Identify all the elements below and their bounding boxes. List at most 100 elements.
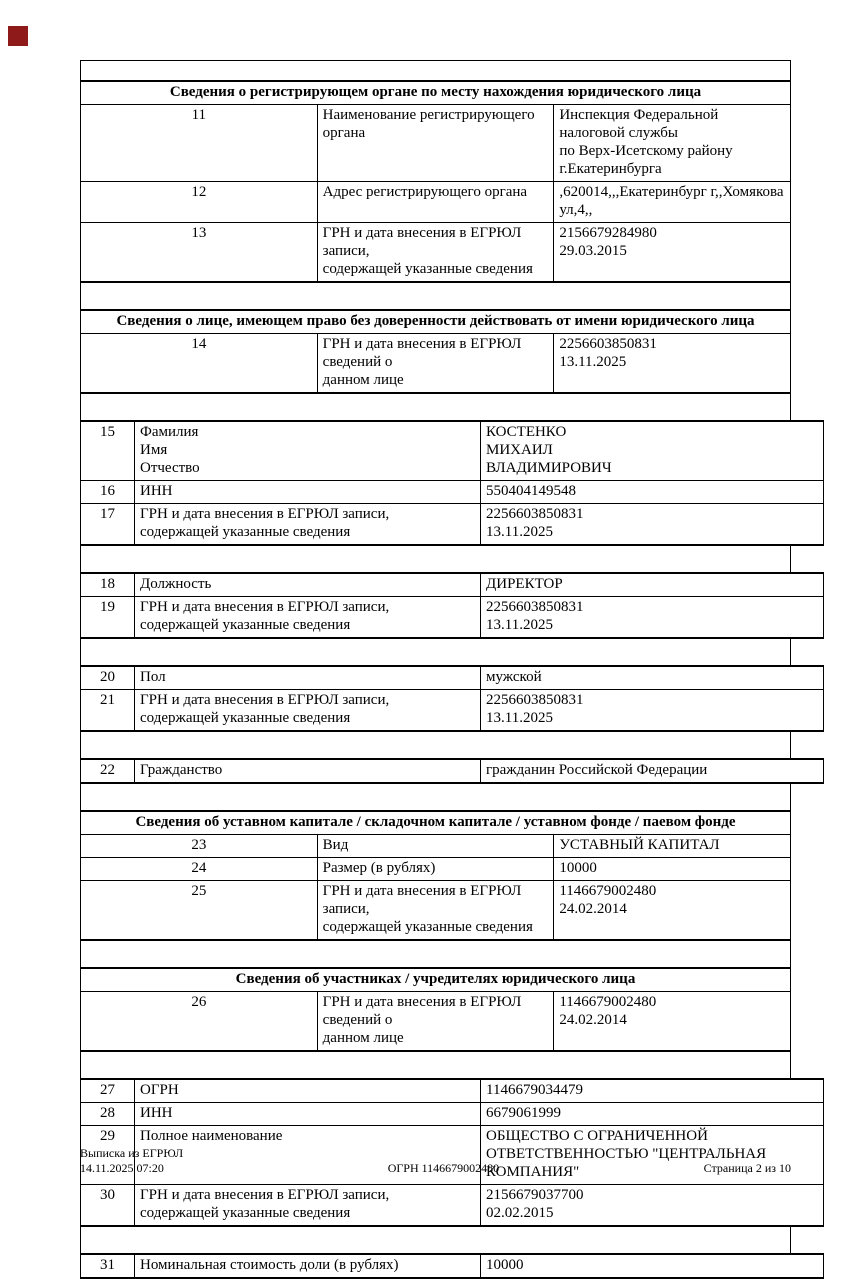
row-value-cell: ОБЩЕСТВО С ОГРАНИЧЕННОЙ ОТВЕТСТВЕННОСТЬЮ… (480, 1125, 824, 1185)
row-value-cell: 2256603850831 13.11.2025 (553, 333, 791, 394)
table-row: 15 Фамилия Имя Отчество КОСТЕНКО МИХАИЛ ВЛ… (80, 420, 824, 481)
table-spacer (80, 732, 791, 758)
row-number-cell: 23 (80, 834, 318, 858)
table-row: 23 Вид УСТАВНЫЙ КАПИТАЛ (80, 834, 791, 858)
table-spacer (80, 639, 791, 665)
table-block: Сведения об участниках / учредителях юри… (80, 967, 791, 1052)
row-number-cell: 14 (80, 333, 318, 394)
row-value-cell: гражданин Российской Федерации (480, 758, 824, 784)
table-block: 31 Номинальная стоимость доли (в рублях) 1… (80, 1253, 824, 1279)
table-block: 20 Пол мужской 21 ГРН и дата внесения в ЕГРЮ… (80, 665, 824, 732)
table-row: 31 Номинальная стоимость доли (в рублях) 1… (80, 1253, 824, 1279)
table-row: 22 Гражданство гражданин Российской Федера… (80, 758, 824, 784)
row-number-cell: 30 (80, 1184, 135, 1227)
row-number-cell: 26 (80, 991, 318, 1052)
row-label-cell: Адрес регистрирующего органа (316, 181, 555, 223)
table-row: 11 Наименование регистрирующего органа Инс… (80, 104, 791, 182)
row-value-cell: КОСТЕНКО МИХАИЛ ВЛАДИМИРОВИЧ (480, 420, 824, 481)
section-header: Сведения об участниках / учредителях юри… (80, 967, 791, 992)
row-number-cell: 19 (80, 596, 135, 639)
row-value-cell: Инспекция Федеральной налоговой службы п… (553, 104, 791, 182)
table-row: 24 Размер (в рублях) 10000 (80, 857, 791, 881)
row-value-cell: ДИРЕКТОР (480, 572, 824, 597)
row-label-cell: Вид (316, 834, 555, 858)
row-label-cell: ГРН и дата внесения в ЕГРЮЛ записи, соде… (316, 880, 555, 941)
row-label-cell: ГРН и дата внесения в ЕГРЮЛ записи, соде… (316, 222, 555, 283)
table-spacer (80, 394, 791, 420)
table-block: Сведения о регистрирующем органе по мест… (80, 80, 791, 283)
red-marker (8, 26, 28, 46)
section-header: Сведения о регистрирующем органе по мест… (80, 80, 791, 105)
table-spacer (80, 283, 791, 309)
row-number-cell: 31 (80, 1253, 135, 1279)
section-header: Сведения о лице, имеющем право без довер… (80, 309, 791, 334)
row-label-cell: Наименование регистрирующего органа (316, 104, 555, 182)
table-spacer (80, 546, 791, 572)
row-number-cell: 27 (80, 1078, 135, 1103)
row-value-cell: 2256603850831 13.11.2025 (480, 596, 824, 639)
row-number-cell: 13 (80, 222, 318, 283)
table-row: 17 ГРН и дата внесения в ЕГРЮЛ записи, со… (80, 503, 824, 546)
egrul-sheet: Сведения о регистрирующем органе по мест… (80, 60, 824, 1279)
section-header-row: Сведения о лице, имеющем право без довер… (80, 309, 791, 334)
row-number-cell: 22 (80, 758, 135, 784)
row-label-cell: ГРН и дата внесения в ЕГРЮЛ записи, соде… (134, 689, 481, 732)
table-spacer (80, 1052, 791, 1078)
footer: Выписка из ЕГРЮЛ 14.11.2025 07:20 ОГРН 1… (80, 1146, 791, 1176)
table-row: 29 Полное наименование ОБЩЕСТВО С ОГРАНИЧЕ… (80, 1125, 824, 1185)
row-label-cell: Должность (134, 572, 481, 597)
table-row: 30 ГРН и дата внесения в ЕГРЮЛ записи, со… (80, 1184, 824, 1227)
row-label-cell: ОГРН (134, 1078, 481, 1103)
row-value-cell: УСТАВНЫЙ КАПИТАЛ (553, 834, 791, 858)
footer-datetime: 14.11.2025 07:20 (80, 1161, 164, 1175)
row-label-cell: Фамилия Имя Отчество (134, 420, 481, 481)
row-label-cell: ИНН (134, 480, 481, 504)
table-block: 15 Фамилия Имя Отчество КОСТЕНКО МИХАИЛ ВЛ… (80, 420, 824, 546)
row-label-cell: ГРН и дата внесения в ЕГРЮЛ записи, соде… (134, 596, 481, 639)
table-row: 25 ГРН и дата внесения в ЕГРЮЛ записи, со… (80, 880, 791, 941)
row-label-cell: ИНН (134, 1102, 481, 1126)
footer-ogrn: ОГРН 1146679002480 (387, 1161, 500, 1175)
table-row: 13 ГРН и дата внесения в ЕГРЮЛ записи, со… (80, 222, 791, 283)
row-number-cell: 24 (80, 857, 318, 881)
row-number-cell: 12 (80, 181, 318, 223)
row-number-cell: 25 (80, 880, 318, 941)
row-value-cell: 2256603850831 13.11.2025 (480, 689, 824, 732)
table-spacer (80, 784, 791, 810)
row-value-cell: 10000 (553, 857, 791, 881)
table-spacer (80, 1227, 791, 1253)
footer-doc-title: Выписка из ЕГРЮЛ (80, 1146, 184, 1160)
row-value-cell: 2156679284980 29.03.2015 (553, 222, 791, 283)
row-number-cell: 29 (80, 1125, 135, 1185)
table-row: 19 ГРН и дата внесения в ЕГРЮЛ записи, со… (80, 596, 824, 639)
table-row: 21 ГРН и дата внесения в ЕГРЮЛ записи, со… (80, 689, 824, 732)
row-label-cell: Пол (134, 665, 481, 690)
section-header: Сведения об уставном капитале / складочн… (80, 810, 791, 835)
table-row: 14 ГРН и дата внесения в ЕГРЮЛ сведений о… (80, 333, 791, 394)
table-row: 28 ИНН 6679061999 (80, 1102, 824, 1126)
row-label-cell: Размер (в рублях) (316, 857, 555, 881)
row-value-cell: 6679061999 (480, 1102, 824, 1126)
row-value-cell: 2156679037700 02.02.2015 (480, 1184, 824, 1227)
footer-page-number: Страница 2 из 10 (703, 1161, 791, 1175)
row-number-cell: 17 (80, 503, 135, 546)
row-value-cell: 10000 (480, 1253, 824, 1279)
row-value-cell: мужской (480, 665, 824, 690)
section-header-row: Сведения об участниках / учредителях юри… (80, 967, 791, 992)
row-label-cell: ГРН и дата внесения в ЕГРЮЛ записи, соде… (134, 1184, 481, 1227)
row-value-cell: ,620014,,,Екатеринбург г,,Хомякова ул,4,… (553, 181, 791, 223)
table-row: 18 Должность ДИРЕКТОР (80, 572, 824, 597)
row-number-cell: 16 (80, 480, 135, 504)
row-label-cell: ГРН и дата внесения в ЕГРЮЛ записи, соде… (134, 503, 481, 546)
table-block: Сведения о лице, имеющем право без довер… (80, 309, 791, 394)
table-row: 26 ГРН и дата внесения в ЕГРЮЛ сведений о… (80, 991, 791, 1052)
row-label-cell: Гражданство (134, 758, 481, 784)
table-spacer (80, 61, 791, 80)
row-number-cell: 21 (80, 689, 135, 732)
table-row: 20 Пол мужской (80, 665, 824, 690)
row-value-cell: 550404149548 (480, 480, 824, 504)
table-row: 27 ОГРН 1146679034479 (80, 1078, 824, 1103)
table-block: 22 Гражданство гражданин Российской Федера… (80, 758, 824, 784)
row-number-cell: 15 (80, 420, 135, 481)
row-number-cell: 20 (80, 665, 135, 690)
